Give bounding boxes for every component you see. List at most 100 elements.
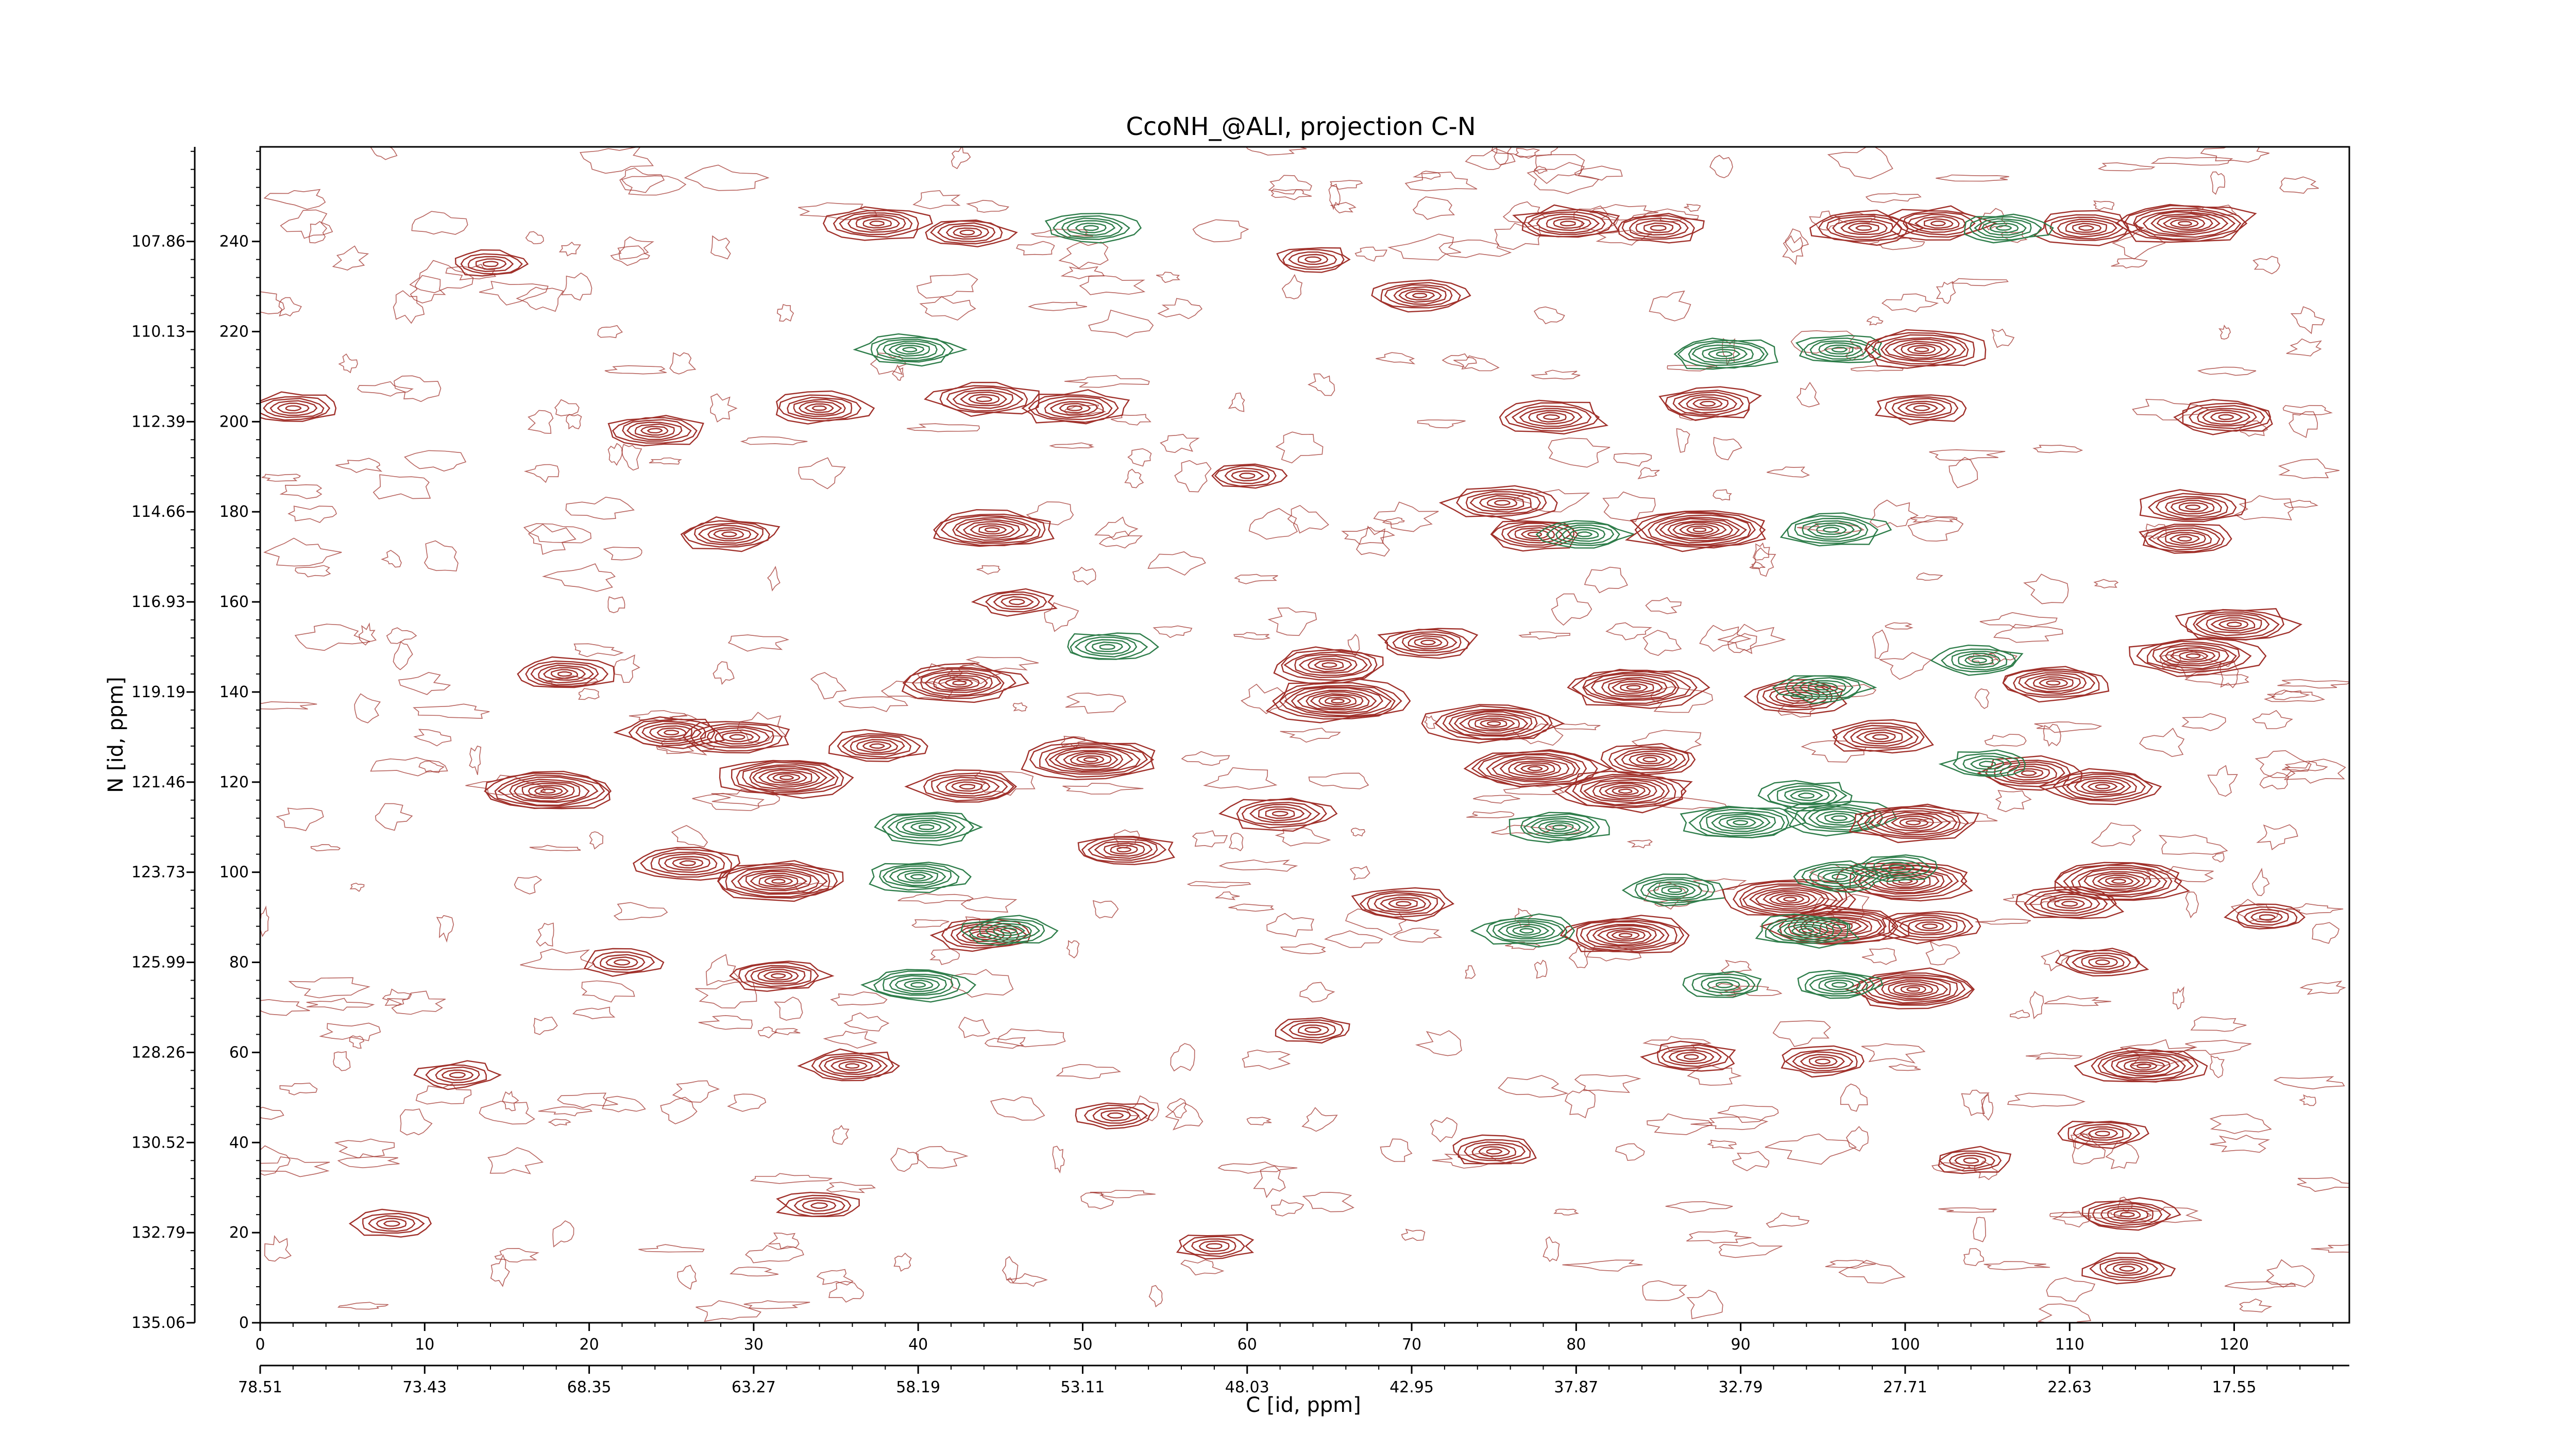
- noise-contour: [1596, 229, 1652, 246]
- noise-contour: [1192, 830, 1228, 848]
- peak-contour-ring: [1486, 1148, 1503, 1155]
- peak-80: [2037, 768, 2162, 805]
- peak-contour-ring: [1914, 216, 1960, 231]
- peak-contour-ring: [1291, 687, 1384, 714]
- peak-contour-ring: [1938, 749, 2026, 778]
- peak-96: [2081, 1252, 2176, 1285]
- x-ppm-tick-label: 27.71: [1883, 1378, 1927, 1396]
- x-ppm-tick-label: 32.79: [1719, 1378, 1763, 1396]
- noise-contour: [669, 352, 697, 375]
- peak-contour-ring: [658, 853, 718, 873]
- peak-contour-ring: [2175, 608, 2303, 641]
- peak-contour-ring: [2123, 1059, 2166, 1073]
- y-ppm-tick-label: 107.86: [131, 233, 185, 251]
- noise-contour: [917, 663, 955, 684]
- noise-contour: [1380, 1138, 1413, 1162]
- noise-contour: [1936, 281, 1956, 304]
- peak-contour-ring: [1511, 405, 1592, 429]
- peak-contour-ring: [1635, 220, 1682, 236]
- peak-contour-ring: [1803, 338, 1877, 362]
- peak-contour-ring: [528, 785, 569, 798]
- peak-contour-ring: [2142, 211, 2229, 236]
- peak-contour-ring: [1707, 979, 1740, 991]
- noise-contour: [338, 353, 358, 374]
- peak-53: [1680, 805, 1807, 838]
- x-index-tick-label: 10: [415, 1336, 434, 1354]
- noise-contour: [2158, 834, 2228, 855]
- peak-contour-ring: [1110, 845, 1138, 855]
- y-axis: 0 135.06 20 132.79 40 130.52 60 128.26 80 125.99 1…: [131, 147, 260, 1332]
- peak-contour-ring: [362, 1212, 425, 1234]
- peak-contour-ring: [2102, 1053, 2186, 1079]
- peak-contour-ring: [1546, 216, 1592, 231]
- noise-contour: [1721, 959, 1752, 974]
- peak-contour-ring: [2177, 221, 2193, 226]
- peak-contour-ring: [2259, 914, 2276, 921]
- peak-contour-ring: [1780, 512, 1892, 547]
- peak-contour-ring: [855, 216, 900, 231]
- noise-contour: [479, 1101, 535, 1125]
- noise-contour: [394, 375, 442, 402]
- peak-contour-ring: [933, 513, 1046, 546]
- peak-contour-ring: [1888, 864, 1906, 871]
- peak-contour-ring: [1075, 223, 1107, 233]
- peak-contour-ring: [640, 848, 733, 878]
- peak-contour-ring: [725, 864, 831, 898]
- peak-contour-ring: [1398, 288, 1442, 303]
- peak-contour-ring: [910, 874, 926, 880]
- peak-contour-ring: [1890, 816, 1935, 830]
- peak-20: [924, 381, 1040, 417]
- peak-contour-ring: [1621, 215, 1695, 240]
- peak-43: [1567, 668, 1710, 709]
- noise-contour: [843, 1012, 890, 1032]
- peak-contour-ring: [2155, 496, 2229, 519]
- peak-contour-ring: [1580, 777, 1670, 806]
- peak-contour-ring: [1906, 987, 1920, 992]
- peak-contour-ring: [1817, 869, 1863, 885]
- peak-contour-ring: [2185, 609, 2284, 641]
- noise-contour: [713, 661, 735, 685]
- peak-51: [1658, 386, 1762, 422]
- peak-contour-ring: [1569, 529, 1599, 540]
- noise-contour: [263, 537, 342, 567]
- noise-contour: [370, 147, 398, 160]
- peak-contour-ring: [883, 340, 938, 359]
- peak-contour-ring: [1691, 973, 1756, 997]
- peak-contour-ring: [1914, 347, 1929, 352]
- peak-contour-ring: [1298, 1024, 1330, 1036]
- peak-contour-ring: [1571, 669, 1698, 706]
- noise-contour: [278, 297, 302, 317]
- peak-contour-ring: [738, 962, 819, 989]
- peak-contour-ring: [1470, 913, 1575, 948]
- peak-contour-ring: [749, 766, 828, 790]
- noise-contour: [2029, 991, 2044, 1019]
- peak-contour-ring: [2092, 872, 2146, 890]
- peak-contour-ring: [1779, 907, 1899, 944]
- peak-contour-ring: [513, 781, 581, 802]
- peak-contour-ring: [876, 339, 946, 361]
- peak-contour-ring: [1555, 524, 1615, 545]
- noise-contour: [1543, 1236, 1560, 1262]
- peak-contour-ring: [1907, 919, 1952, 934]
- peak-contour-ring: [2033, 210, 2145, 246]
- peak-contour-ring: [1480, 719, 1507, 728]
- x-ppm-axis: 78.51 73.43 68.35 63.27 58.19 53.11 48.03 42.95…: [238, 1364, 2349, 1396]
- noise-contour: [1613, 453, 1652, 467]
- peak-contour-ring: [1832, 873, 1849, 880]
- noise-contour: [603, 546, 642, 561]
- noise-contour: [1665, 1201, 1733, 1213]
- noise-contour: [1548, 437, 1611, 468]
- peak-contour-ring: [1849, 864, 1968, 899]
- noise-contour: [880, 680, 954, 700]
- peak-contour-ring: [682, 721, 790, 754]
- peak-contour-ring: [2013, 670, 2096, 696]
- peak-contour-ring: [1331, 698, 1345, 704]
- noise-contour: [2210, 1055, 2225, 1079]
- peak-contour-ring: [1962, 755, 2012, 773]
- peak-contour-ring: [902, 667, 1016, 699]
- peak-contour-ring: [1393, 286, 1447, 305]
- peak-contour-ring: [1083, 757, 1099, 763]
- noise-contour: [2212, 852, 2225, 863]
- peak-contour-ring: [1800, 1054, 1845, 1069]
- peak-contour-ring: [1618, 933, 1633, 938]
